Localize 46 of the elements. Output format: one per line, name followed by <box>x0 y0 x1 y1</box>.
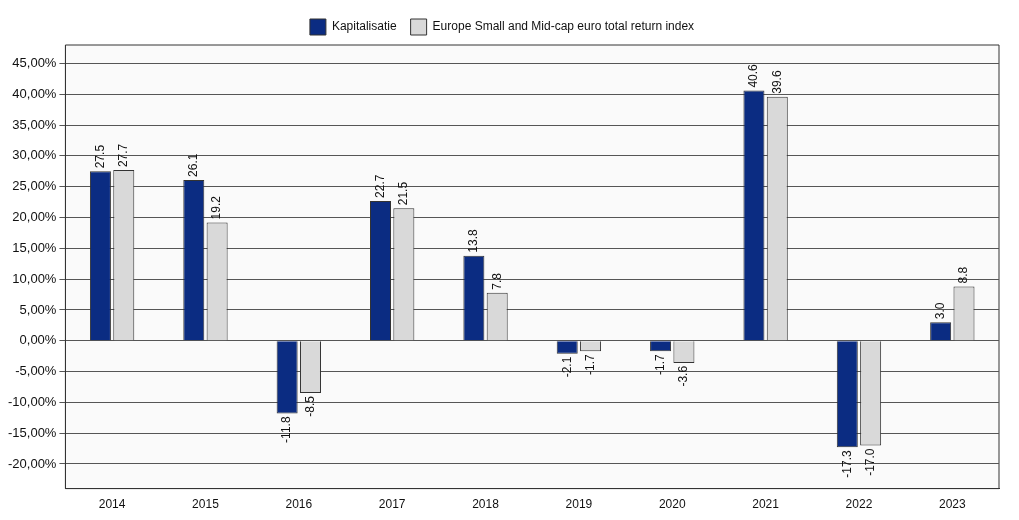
data-label: -17.0 <box>862 448 877 476</box>
data-label: -8.5 <box>302 395 317 417</box>
x-tick-label: 2016 <box>285 497 313 512</box>
x-tick-label: 2014 <box>98 497 126 512</box>
x-tick-label: 2017 <box>378 497 406 512</box>
data-label: 27.7 <box>116 143 131 168</box>
data-label: -2.1 <box>559 356 574 378</box>
x-tick-label: 2019 <box>565 497 593 512</box>
data-label: 40.6 <box>746 63 761 88</box>
y-tick-label: -10,00% <box>8 393 57 409</box>
data-label: -11.8 <box>279 416 294 443</box>
legend-label: Kapitalisatie <box>331 19 397 34</box>
data-label: 21.5 <box>396 181 411 206</box>
legend-label: Europe Small and Mid-cap euro total return index <box>432 19 695 34</box>
data-label: 8.8 <box>956 266 971 284</box>
x-tick-label: 2023 <box>938 497 966 512</box>
x-tick-label: 2021 <box>752 497 780 512</box>
y-tick-label: -5,00% <box>15 363 57 379</box>
y-tick-label: 45,00% <box>12 55 57 71</box>
y-tick-label: 5,00% <box>19 301 57 317</box>
data-label: 26.1 <box>186 153 201 177</box>
data-label: 27.5 <box>92 144 107 169</box>
y-tick-label: 25,00% <box>12 178 57 194</box>
data-label: -17.3 <box>839 450 854 478</box>
y-tick-label: 35,00% <box>12 116 57 132</box>
y-tick-label: 20,00% <box>12 209 57 225</box>
y-tick-label: 30,00% <box>12 147 57 163</box>
data-label: 19.2 <box>209 195 224 220</box>
data-label: 22.7 <box>372 174 387 198</box>
x-tick-label: 2020 <box>658 497 686 512</box>
data-label: 3.0 <box>932 302 947 320</box>
data-label: 7.8 <box>489 272 504 290</box>
y-tick-label: 40,00% <box>12 85 57 101</box>
data-label: 13.8 <box>466 229 481 253</box>
data-label: -1.7 <box>652 353 667 375</box>
y-tick-label: -15,00% <box>8 424 57 440</box>
y-tick-label: 0,00% <box>19 332 57 348</box>
data-label: 39.6 <box>769 70 784 94</box>
x-tick-label: 2018 <box>472 497 500 512</box>
y-tick-label: 10,00% <box>12 270 57 286</box>
x-tick-label: 2022 <box>845 497 873 512</box>
y-tick-label: -20,00% <box>8 455 57 471</box>
y-tick-label: 15,00% <box>12 239 57 255</box>
data-label: -1.7 <box>582 353 597 375</box>
x-tick-label: 2015 <box>192 497 220 512</box>
data-label: -3.6 <box>676 365 691 387</box>
